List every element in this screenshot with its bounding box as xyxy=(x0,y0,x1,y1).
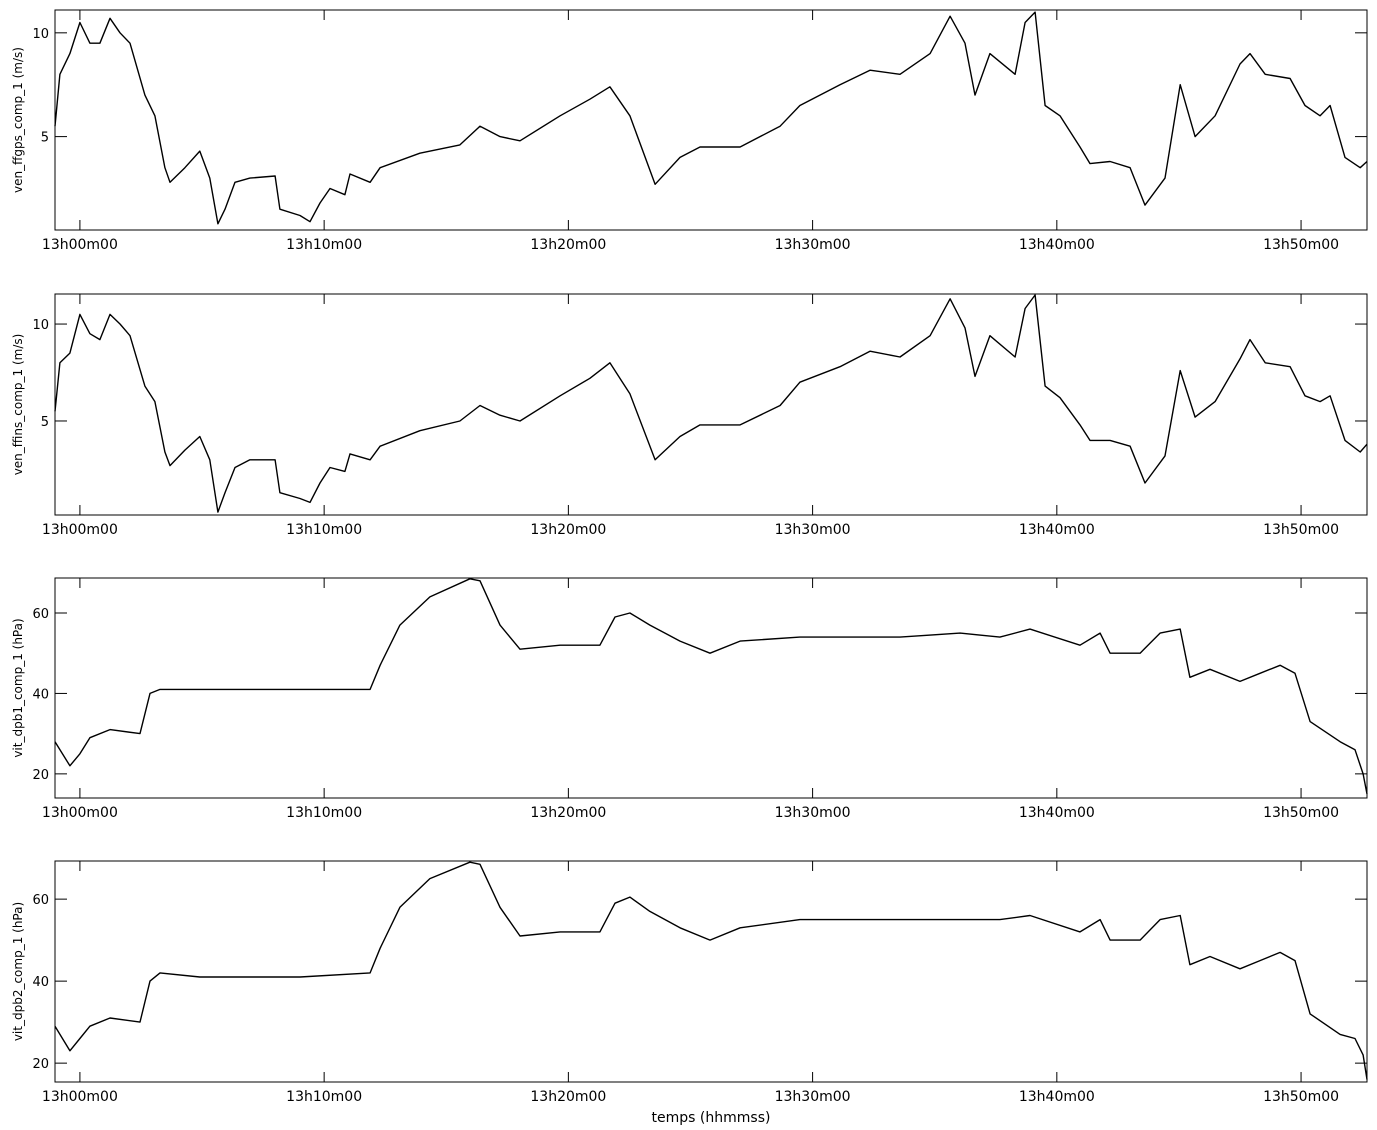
x-tick-label: 13h10m00 xyxy=(286,805,362,821)
x-tick-label: 13h40m00 xyxy=(1019,522,1095,538)
y-tick-label: 5 xyxy=(41,415,49,430)
x-tick-label: 13h20m00 xyxy=(530,237,606,253)
x-axis-label: temps (hhmmss) xyxy=(652,1110,771,1126)
y-axis-label: ven_ffgps_comp_1 (m/s) xyxy=(11,47,25,193)
panel: 13h00m00 13h10m00 13h20m00 13h30m00 13h40m00… xyxy=(11,577,1368,821)
y-axis-label: vit_dpb2_comp_1 (hPa) xyxy=(11,902,25,1041)
panel: 13h00m00 13h10m00 13h20m00 13h30m00 13h40m00… xyxy=(11,9,1368,253)
x-tick-label: 13h10m00 xyxy=(286,1089,362,1105)
line xyxy=(54,294,1368,513)
line xyxy=(54,861,1368,1080)
y-tick-label: 40 xyxy=(32,687,49,702)
x-tick-label: 13h00m00 xyxy=(42,237,118,253)
y-axis-label: vit_dpb1_comp_1 (hPa) xyxy=(11,618,25,757)
y-tick-label: 20 xyxy=(32,1057,49,1072)
plot-frame xyxy=(54,9,1368,231)
x-tick-label: 13h00m00 xyxy=(42,1089,118,1105)
x-tick-label: 13h30m00 xyxy=(775,237,851,253)
line xyxy=(54,578,1368,795)
x-tick-label: 13h30m00 xyxy=(775,1089,851,1105)
x-tick-label: 13h10m00 xyxy=(286,522,362,538)
plot-frame xyxy=(54,577,1368,799)
y-axis-label: ven_ffins_comp_1 (m/s) xyxy=(11,334,25,476)
line xyxy=(54,11,1368,225)
x-tick-label: 13h20m00 xyxy=(530,522,606,538)
x-tick-label: 13h00m00 xyxy=(42,522,118,538)
y-tick-label: 40 xyxy=(32,975,49,990)
x-tick-label: 13h20m00 xyxy=(530,805,606,821)
x-tick-label: 13h40m00 xyxy=(1019,805,1095,821)
x-tick-label: 13h10m00 xyxy=(286,237,362,253)
y-tick-label: 60 xyxy=(32,893,49,908)
x-tick-label: 13h50m00 xyxy=(1263,522,1339,538)
x-tick-label: 13h50m00 xyxy=(1263,805,1339,821)
y-tick-label: 5 xyxy=(41,131,49,146)
x-tick-label: 13h00m00 xyxy=(42,805,118,821)
x-tick-label: 13h40m00 xyxy=(1019,1089,1095,1105)
panel: 13h00m00 13h10m00 13h20m00 13h30m00 13h40m00… xyxy=(11,860,1368,1126)
x-tick-label: 13h20m00 xyxy=(530,1089,606,1105)
y-tick-label: 10 xyxy=(32,27,49,42)
y-tick-label: 20 xyxy=(32,768,49,783)
panel: 13h00m00 13h10m00 13h20m00 13h30m00 13h40m00… xyxy=(11,293,1368,538)
x-tick-label: 13h30m00 xyxy=(775,805,851,821)
x-tick-label: 13h50m00 xyxy=(1263,237,1339,253)
x-tick-label: 13h50m00 xyxy=(1263,1089,1339,1105)
plot-frame xyxy=(54,293,1368,516)
y-tick-label: 60 xyxy=(32,607,49,622)
plot-frame xyxy=(54,860,1368,1083)
x-tick-label: 13h30m00 xyxy=(775,522,851,538)
x-tick-label: 13h40m00 xyxy=(1019,237,1095,253)
y-tick-label: 10 xyxy=(32,318,49,333)
